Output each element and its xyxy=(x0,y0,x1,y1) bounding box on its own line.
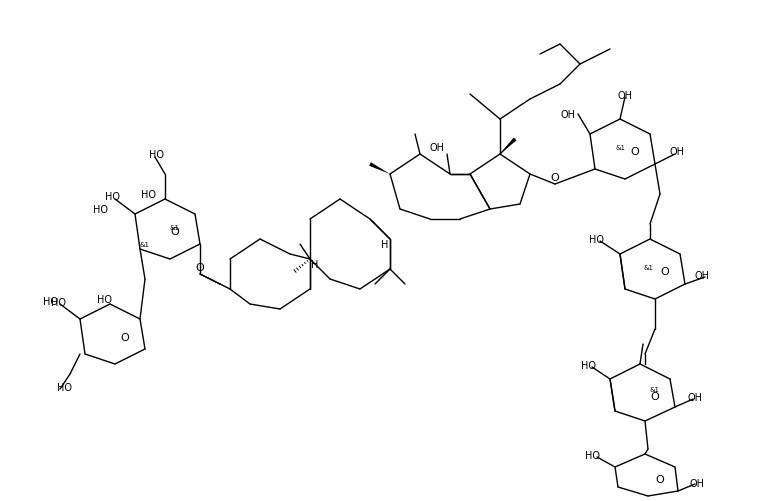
Text: HO: HO xyxy=(92,204,107,214)
Text: HO: HO xyxy=(43,297,57,307)
Text: O: O xyxy=(631,147,639,157)
Text: O: O xyxy=(661,267,669,277)
Text: O: O xyxy=(655,474,664,484)
Polygon shape xyxy=(369,163,390,175)
Text: H: H xyxy=(312,260,319,270)
Text: &1: &1 xyxy=(650,386,660,392)
Text: HO: HO xyxy=(590,234,604,244)
Text: O: O xyxy=(551,173,559,183)
Text: &1: &1 xyxy=(170,224,180,230)
Text: OH: OH xyxy=(694,271,709,281)
Text: &1: &1 xyxy=(615,145,625,151)
Text: &1: &1 xyxy=(140,241,150,247)
Text: O: O xyxy=(196,263,204,273)
Text: &1: &1 xyxy=(643,265,653,271)
Text: OH: OH xyxy=(617,91,632,101)
Text: HO: HO xyxy=(105,191,120,201)
Text: HO: HO xyxy=(149,150,165,160)
Text: O: O xyxy=(171,226,179,236)
Polygon shape xyxy=(500,138,517,155)
Text: OH: OH xyxy=(687,392,703,402)
Text: OH: OH xyxy=(690,478,705,488)
Text: O: O xyxy=(651,391,659,401)
Text: HO: HO xyxy=(585,450,600,460)
Text: HO: HO xyxy=(142,189,156,199)
Text: HO: HO xyxy=(50,298,66,308)
Text: OH: OH xyxy=(670,147,684,157)
Text: H: H xyxy=(381,239,389,249)
Text: HO: HO xyxy=(581,360,597,370)
Text: O: O xyxy=(120,332,130,342)
Text: OH: OH xyxy=(561,110,575,120)
Text: OH: OH xyxy=(429,143,444,153)
Text: HO: HO xyxy=(57,382,72,392)
Text: HO: HO xyxy=(98,295,113,305)
